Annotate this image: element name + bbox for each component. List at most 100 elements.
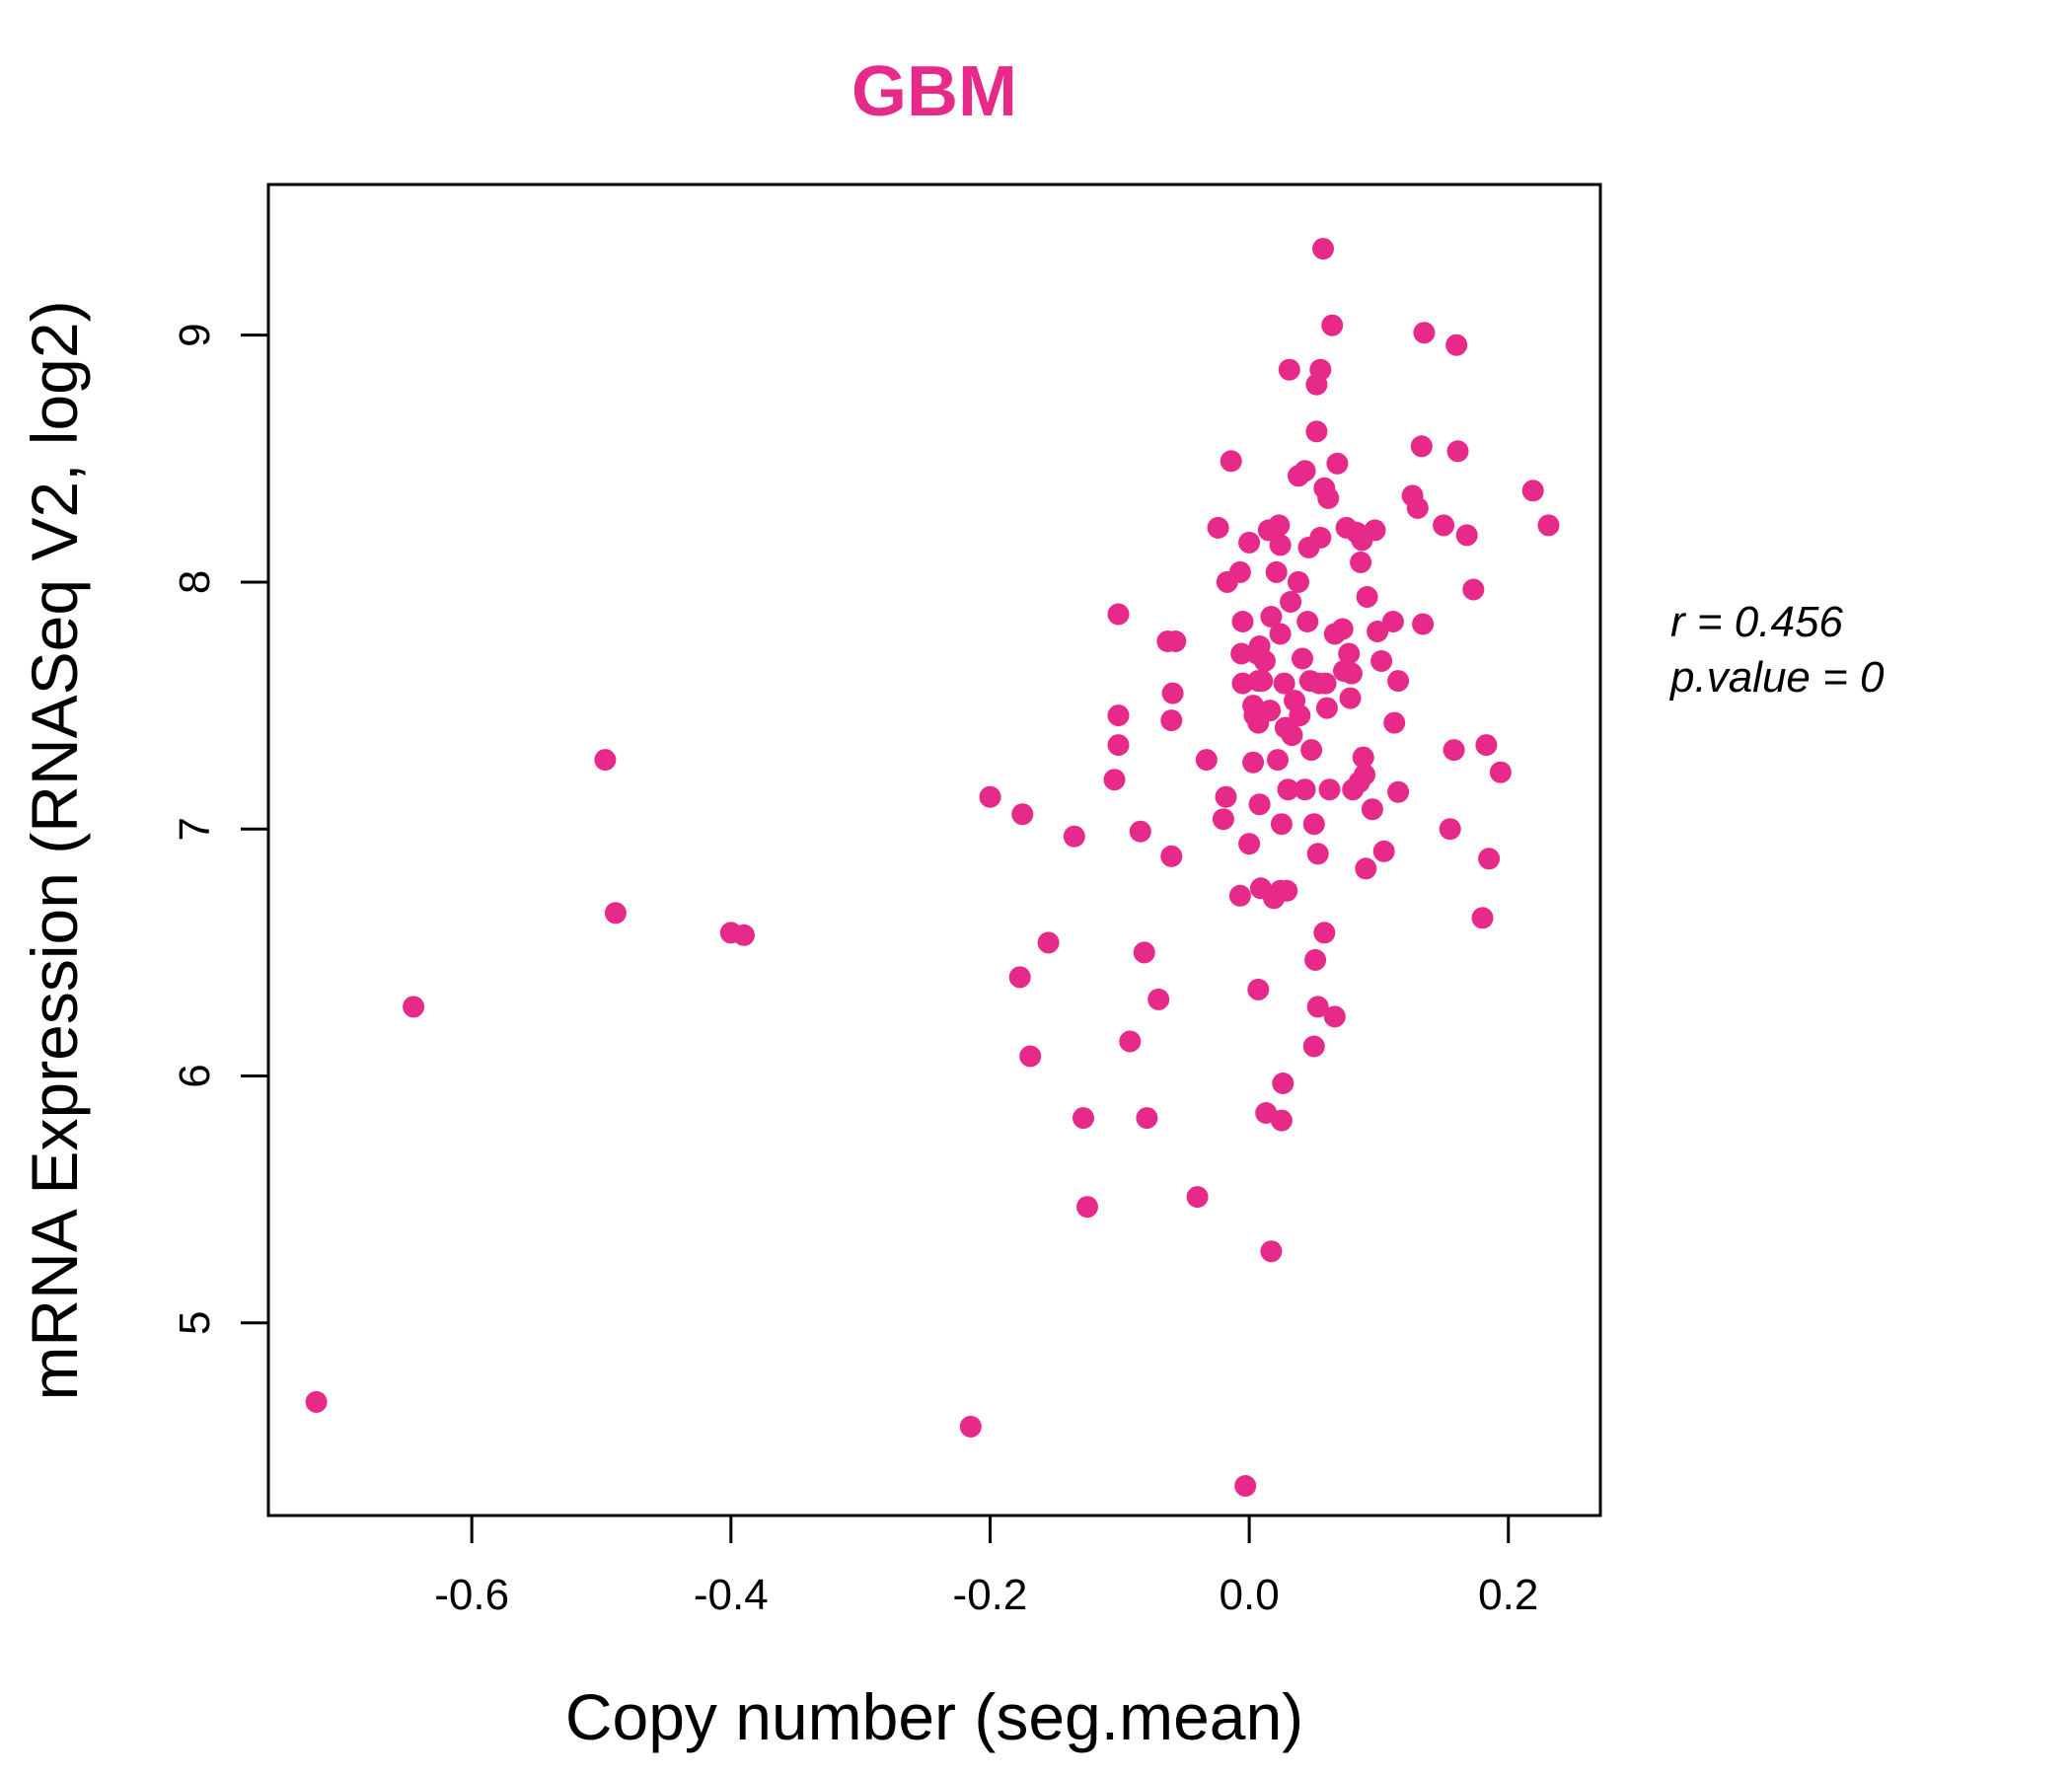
data-point [1367,621,1389,642]
data-point [1008,966,1031,989]
y-axis: 5 6 7 8 9 [171,323,268,1335]
data-point [1521,480,1544,502]
data-point [1242,751,1265,774]
data-point [1160,709,1183,732]
data-point [1037,931,1060,954]
data-point [1265,560,1288,583]
data-point [1273,672,1295,695]
data-point [1475,734,1498,757]
data-point [1259,700,1282,722]
data-point [1136,1107,1158,1130]
data-point [1220,450,1242,473]
data-point [1247,978,1270,1000]
data-point [1339,687,1362,709]
data-point [1321,314,1344,336]
data-point [1147,988,1170,1010]
data-point [1455,524,1478,547]
data-point [1406,496,1429,519]
data-point [1355,857,1377,880]
data-point [1312,238,1334,260]
data-point [1231,611,1254,632]
data-point [1269,623,1292,645]
x-axis-title: Copy number (seg.mean) [565,1680,1303,1753]
plot-frame [266,183,1602,1517]
data-point [1446,440,1469,463]
data-point [1019,1045,1042,1068]
data-point [1317,486,1340,509]
data-point [1387,670,1410,693]
data-point [1238,531,1261,554]
x-axis: -0.6 -0.4 -0.2 0.0 0.2 [434,1516,1538,1619]
data-point [733,924,755,946]
data-point [1270,813,1293,836]
data-point [979,785,1001,808]
data-point [1160,845,1183,867]
y-tick-label: 6 [171,1064,219,1087]
data-point [1268,514,1291,537]
x-tick-label: 0.0 [1220,1571,1280,1619]
data-point [1300,739,1323,762]
data-point [1234,1475,1257,1497]
x-tick-label: -0.4 [694,1571,769,1619]
data-point [1278,358,1300,381]
y-tick-label: 9 [171,323,219,346]
data-point [1537,514,1560,537]
x-tick-label: 0.2 [1478,1571,1538,1619]
data-point [1387,780,1410,803]
y-tick-label: 8 [171,570,219,594]
data-point [1292,647,1313,670]
data-point [1331,618,1354,640]
data-point [1304,948,1327,971]
data-point [1433,514,1455,537]
data-point [1073,1107,1094,1130]
x-tick-label: -0.6 [434,1571,509,1619]
data-point [1207,516,1229,539]
data-point [1309,358,1332,381]
data-point [1277,778,1299,801]
data-point [1272,1073,1295,1094]
data-point [1276,879,1298,902]
data-point [1228,884,1251,907]
data-point [1413,322,1436,344]
data-point [1410,435,1433,458]
data-point [1103,769,1126,791]
data-point [1267,749,1289,772]
data-point [1212,808,1234,831]
data-point [1302,813,1325,836]
p-value-annotation: p.value = 0 [1668,653,1885,702]
data-point [1381,611,1404,632]
data-point [1248,793,1271,816]
data-point [1296,611,1319,632]
data-point [1107,603,1130,626]
data-point [1294,778,1316,801]
data-point [1107,704,1130,727]
data-point [305,1390,328,1413]
x-tick-label: -0.2 [953,1571,1028,1619]
data-point [1238,833,1261,855]
correlation-annotation: r = 0.456 [1670,598,1843,646]
data-point [1063,825,1085,848]
data-point [1129,820,1151,843]
data-point [1289,704,1311,727]
data-point [1280,591,1302,613]
data-point [1186,1186,1209,1209]
data-point [1119,1030,1142,1053]
data-point [1164,630,1187,652]
data-point [1270,1109,1293,1132]
data-point [959,1415,982,1438]
data-point [1370,650,1393,672]
data-point [1251,670,1274,693]
data-point [1326,452,1349,475]
data-point [1443,739,1465,762]
data-point [1076,1196,1098,1219]
data-point [1478,848,1501,870]
data-point [1361,798,1383,821]
data-point [1260,1240,1283,1263]
data-point [1306,843,1329,865]
data-point [1350,551,1372,573]
chart-title: GBM [851,52,1017,131]
y-tick-label: 5 [171,1311,219,1335]
data-point [1383,711,1406,734]
y-axis-title: mRNA Expression (RNASeq V2, log2) [18,300,91,1400]
